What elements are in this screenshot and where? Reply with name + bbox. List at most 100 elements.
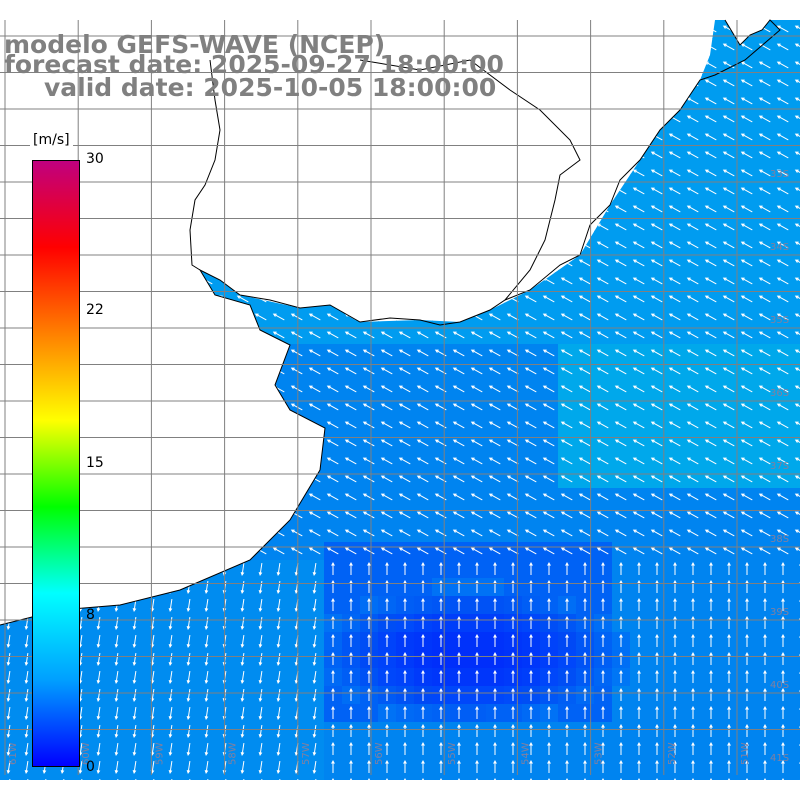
wind-arrow <box>146 169 159 177</box>
wind-cell <box>108 164 127 183</box>
wind-cell <box>378 164 397 183</box>
wind-cell <box>108 110 127 129</box>
wind-cell <box>180 254 199 273</box>
wind-arrow <box>506 25 519 33</box>
wind-cell <box>216 740 235 759</box>
wind-arrow <box>722 367 735 375</box>
wind-cell <box>540 236 559 255</box>
wind-arrow <box>758 241 771 249</box>
wind-arrow <box>204 707 209 720</box>
wind-arrow <box>578 187 591 195</box>
wind-arrow <box>632 169 645 177</box>
wind-arrow <box>272 277 285 285</box>
wind-arrow <box>740 547 753 555</box>
wind-arrow <box>709 597 713 611</box>
wind-cell <box>162 488 181 507</box>
wind-arrow <box>776 169 789 177</box>
wind-cell <box>108 128 127 147</box>
wind-arrow <box>704 475 717 483</box>
wind-cell <box>0 704 19 723</box>
wind-arrow <box>614 385 627 393</box>
wind-arrow <box>421 759 425 773</box>
wind-arrow <box>416 529 429 537</box>
wind-arrow <box>132 635 137 648</box>
wind-arrow <box>740 187 753 195</box>
wind-cell <box>90 236 109 255</box>
wind-arrow <box>794 187 800 195</box>
wind-cell <box>144 146 163 165</box>
wind-arrow <box>493 669 497 683</box>
wind-arrow <box>758 475 771 483</box>
wind-arrow <box>254 151 267 159</box>
wind-arrow <box>614 475 627 483</box>
latitude-label: 38S <box>770 534 789 545</box>
wind-cell <box>558 776 577 780</box>
wind-arrow <box>128 529 141 537</box>
wind-arrow <box>434 295 447 303</box>
wind-cell <box>108 686 127 705</box>
wind-arrow <box>326 277 339 285</box>
wind-arrow <box>722 43 735 51</box>
wind-cell <box>342 146 361 165</box>
wind-arrow <box>763 741 767 755</box>
wind-cell <box>108 722 127 741</box>
wind-arrow <box>619 561 623 575</box>
wind-arrow <box>704 187 717 195</box>
wind-cell <box>270 290 289 309</box>
wind-arrow <box>385 687 389 701</box>
wind-arrow <box>20 475 33 483</box>
wind-arrow <box>236 349 249 357</box>
wind-cell <box>468 236 487 255</box>
wind-arrow <box>331 687 335 701</box>
wind-cell <box>612 92 631 111</box>
wind-arrow <box>362 241 375 249</box>
wind-arrow <box>565 561 569 575</box>
wind-arrow <box>524 277 537 285</box>
wind-cell <box>252 182 271 201</box>
wind-arrow <box>614 241 627 249</box>
wind-arrow <box>758 493 771 501</box>
wind-cell <box>234 236 253 255</box>
wind-arrow <box>470 259 483 267</box>
wind-cell <box>270 182 289 201</box>
wind-arrow <box>362 169 375 177</box>
wind-arrow <box>673 741 677 755</box>
wind-arrow <box>132 743 137 756</box>
wind-cell <box>252 146 271 165</box>
wind-arrow <box>506 61 519 69</box>
wind-arrow <box>362 367 375 375</box>
wind-arrow <box>578 475 591 483</box>
wind-arrow <box>344 241 357 249</box>
wind-arrow <box>20 349 33 357</box>
longitude-label: 59W <box>154 742 165 765</box>
wind-arrow <box>452 169 465 177</box>
wind-arrow <box>722 457 735 465</box>
wind-arrow <box>704 151 717 159</box>
wind-arrow <box>362 259 375 267</box>
wind-arrow <box>583 705 587 719</box>
wind-arrow <box>164 295 177 303</box>
wind-arrow <box>367 633 371 647</box>
wind-cell <box>324 218 343 237</box>
wind-arrow <box>6 653 11 666</box>
wind-arrow <box>276 725 281 738</box>
wind-arrow <box>614 115 627 123</box>
wind-arrow <box>164 349 177 357</box>
wind-cell <box>378 308 397 327</box>
wind-arrow <box>92 223 105 231</box>
wind-arrow <box>254 385 267 393</box>
wind-cell <box>234 254 253 273</box>
wind-arrow <box>254 241 267 249</box>
wind-arrow <box>164 313 177 321</box>
wind-arrow <box>362 349 375 357</box>
wind-arrow <box>182 349 195 357</box>
wind-cell <box>198 164 217 183</box>
latitude-label: 35S <box>770 315 789 326</box>
wind-arrow <box>668 25 681 33</box>
wind-arrow <box>254 367 267 375</box>
wind-arrow <box>344 439 357 447</box>
wind-arrow <box>650 205 663 213</box>
wind-cell <box>540 146 559 165</box>
wind-cell <box>504 110 523 129</box>
